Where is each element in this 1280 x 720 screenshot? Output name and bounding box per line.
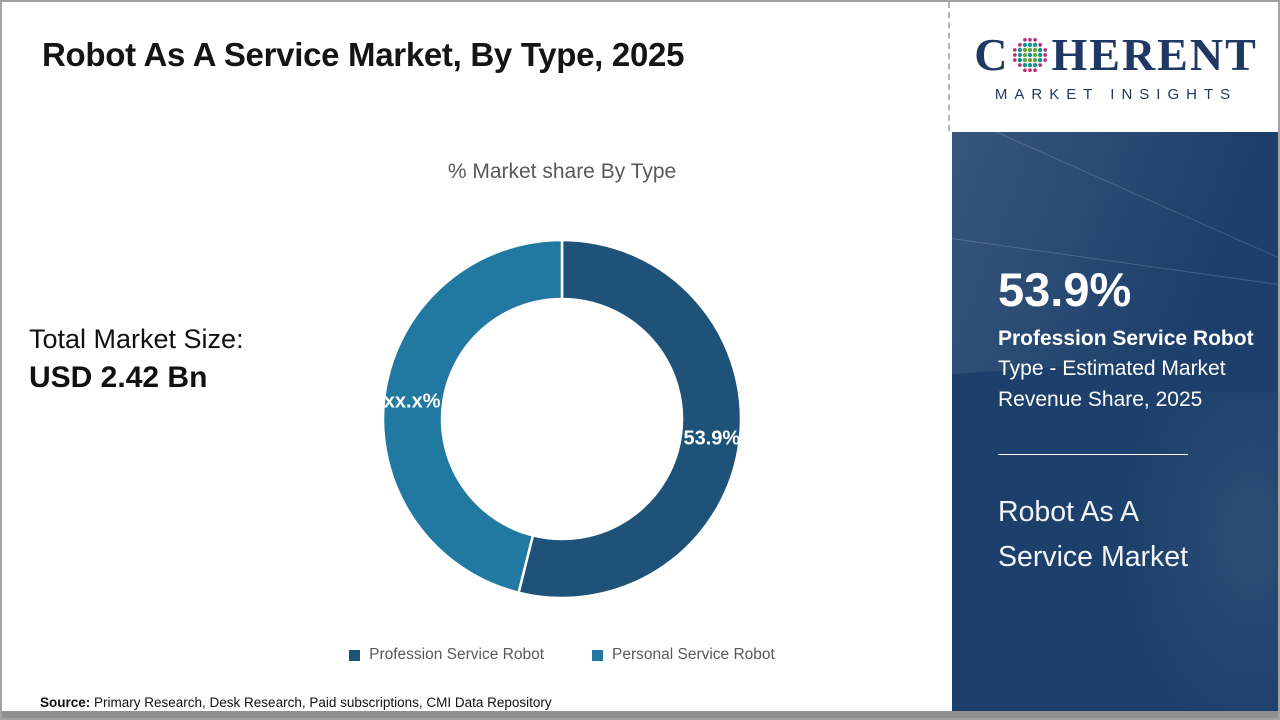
dashed-divider: [948, 2, 950, 131]
total-market-size-label: Total Market Size:: [29, 324, 244, 354]
logo-text-rest: HERENT: [1051, 28, 1258, 80]
slice-data-label-0: 53.9%: [684, 427, 741, 449]
total-market-size-block: Total Market Size: USD 2.42 Bn: [29, 324, 244, 395]
stat-description-bold: Profession Service Robot: [998, 326, 1254, 350]
stat-value: 53.9%: [998, 263, 1132, 316]
donut-chart: 53.9% xx.x%: [372, 229, 752, 609]
donut-slice-1: [381, 238, 564, 594]
logo-letter-c: C: [974, 28, 1010, 80]
brand-logo: C HERENT MARKET INSIGHTS: [952, 2, 1278, 132]
chart-title: % Market share By Type: [447, 160, 677, 183]
stat-description-regular: Type - Estimated Market Revenue Share, 2…: [998, 357, 1226, 411]
sidebar-stat-block: 53.9% Profession Service Robot Type - Es…: [998, 264, 1258, 415]
legend-label-1: Personal Service Robot: [612, 646, 775, 663]
legend-item-1: Personal Service Robot: [592, 646, 775, 664]
globe-dots-icon: [1013, 37, 1048, 72]
slide-bottom-border: [2, 711, 1278, 718]
legend-swatch-0: [349, 649, 361, 661]
donut-chart-svg: 53.9% xx.x%: [381, 238, 743, 600]
donut-slice-0: [517, 238, 743, 600]
slice-data-label-1: xx.x%: [384, 391, 441, 413]
legend-item-0: Profession Service Robot: [349, 646, 544, 664]
page-title: Robot As A Service Market, By Type, 2025: [42, 36, 685, 73]
map-decor-line: [952, 132, 1278, 279]
source-text: Primary Research, Desk Research, Paid su…: [90, 695, 552, 710]
source-line: Source: Primary Research, Desk Research,…: [40, 695, 552, 710]
stat-description: Profession Service Robot Type - Estimate…: [998, 324, 1258, 415]
logo-subtitle: MARKET INSIGHTS: [994, 85, 1238, 103]
chart-legend: Profession Service Robot Personal Service…: [182, 646, 942, 664]
sidebar-divider-line: [998, 454, 1188, 455]
sidebar-market-name: Robot As A Service Market: [998, 496, 1189, 574]
total-market-size-value: USD 2.42 Bn: [29, 361, 208, 394]
source-label: Source:: [40, 695, 91, 710]
legend-label-0: Profession Service Robot: [369, 646, 545, 663]
sidebar-panel: 53.9% Profession Service Robot Type - Es…: [952, 132, 1278, 715]
legend-swatch-1: [592, 649, 604, 661]
